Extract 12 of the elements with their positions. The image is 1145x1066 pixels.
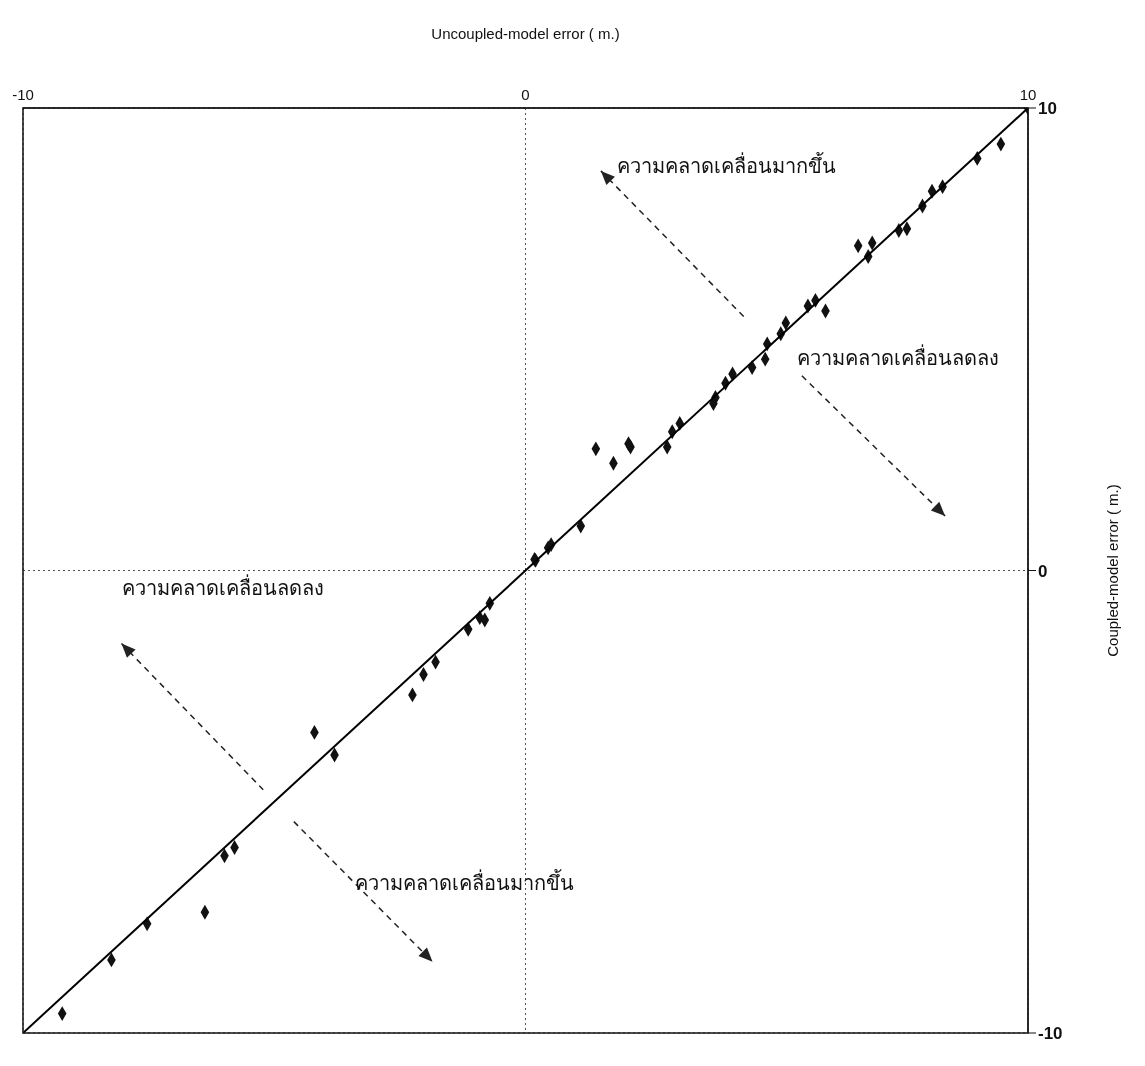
annotation: ความคลาดเคลื่อนลดลง — [796, 343, 999, 370]
y-tick-label: 0 — [1038, 561, 1048, 581]
y-tick-label: 10 — [1038, 99, 1057, 119]
x-axis-title: Uncoupled-model error ( m.) — [431, 24, 620, 42]
x-tick-label: 0 — [521, 86, 530, 103]
x-tick-label: -10 — [12, 86, 34, 103]
y-tick-label: -10 — [1038, 1024, 1063, 1044]
annotation: ความคลาดเคลื่อนมากขึ้น — [617, 151, 837, 178]
x-tick-label: 10 — [1019, 86, 1037, 103]
y-axis-title: Coupled-model error ( m.) — [1104, 484, 1122, 657]
annotation: ความคลาดเคลื่อนมากขึ้น — [355, 868, 575, 895]
annotation: ความคลาดเคลื่อนลดลง — [122, 574, 325, 601]
